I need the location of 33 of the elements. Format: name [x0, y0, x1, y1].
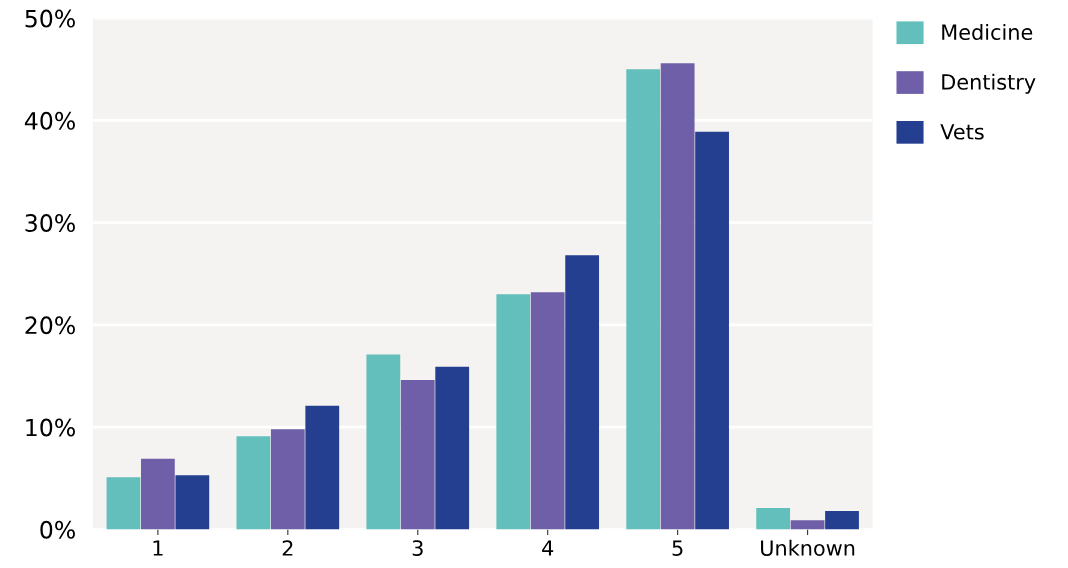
legend-label: Medicine [942, 23, 1033, 41]
bar [270, 429, 305, 530]
bar [825, 510, 859, 530]
bar [660, 63, 695, 530]
y-tick-label: 40% [24, 111, 75, 130]
y-tick-label: 30% [25, 214, 75, 232]
bar [695, 131, 729, 530]
x-tick-label: 4 [542, 540, 554, 556]
x-tick-label: 3 [412, 540, 423, 556]
y-tick-label: 10% [26, 418, 75, 437]
bar [305, 405, 340, 530]
x-tick-label: 5 [672, 540, 683, 556]
bar [530, 292, 565, 530]
y-tick-label: 20% [25, 316, 75, 335]
bar [435, 366, 470, 530]
legend-label: Vets [940, 124, 984, 140]
legend-label: Dentistry [942, 73, 1036, 94]
x-tick-label: 1 [153, 540, 163, 556]
bar [400, 380, 435, 530]
y-tick-label: 50% [25, 9, 75, 28]
bar [756, 507, 791, 530]
bar [626, 69, 661, 530]
bar [565, 255, 600, 530]
x-tick-label: Unknown [761, 539, 855, 556]
bar [366, 354, 401, 530]
y-tick-label: 0% [40, 520, 75, 539]
bar [106, 477, 141, 530]
bar [496, 294, 531, 530]
bar [236, 436, 271, 530]
bar [140, 458, 175, 530]
bar [175, 475, 210, 530]
bar [790, 520, 825, 530]
x-tick-label: 2 [282, 540, 293, 556]
